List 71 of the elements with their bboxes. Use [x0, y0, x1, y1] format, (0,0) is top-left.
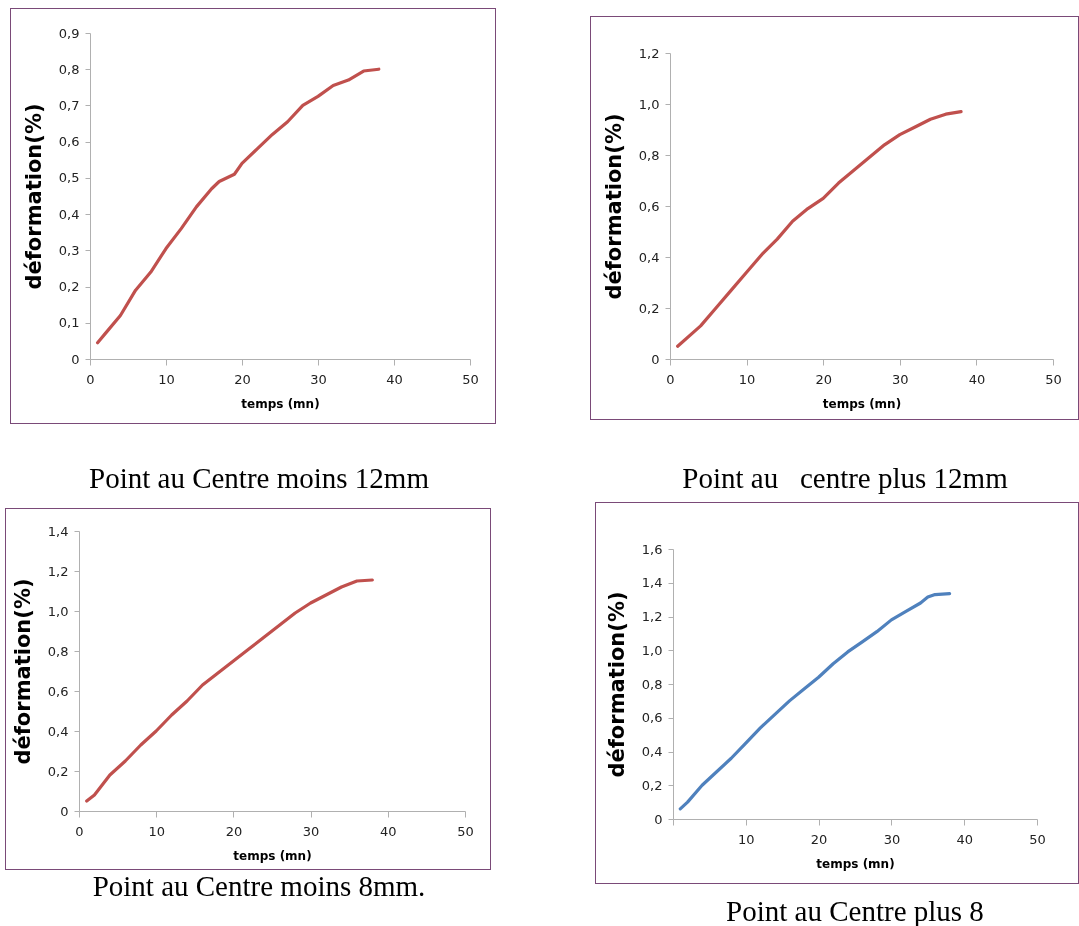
y-tick-label: 1,0 [641, 642, 663, 658]
y-tick-label: 0,1 [58, 315, 80, 331]
x-tick-label: 20 [810, 831, 828, 847]
x-tick-label: 20 [234, 371, 251, 387]
y-tick-label: 0,8 [47, 643, 69, 659]
x-tick-label: 10 [738, 371, 756, 387]
line-series [96, 67, 381, 345]
y-axis-title: déformation(%) [21, 103, 46, 290]
x-tick-label: 10 [158, 371, 175, 387]
y-tick-label: 0,4 [638, 249, 660, 265]
y-tick-label: 0 [71, 351, 80, 367]
x-tick-label: 10 [148, 823, 165, 839]
text: Point au Centre moins 12mm [89, 462, 429, 495]
x-tick-label: 40 [956, 831, 973, 847]
x-tick-label: 40 [380, 823, 397, 839]
y-axis-title: déformation(%) [601, 113, 626, 300]
x-tick-label: 30 [892, 371, 909, 387]
y-tick-label: 0,8 [641, 676, 663, 692]
y-tick-label: 0,6 [58, 134, 80, 150]
x-tick-label: 50 [462, 371, 479, 387]
y-tick-label: 0 [60, 803, 69, 819]
line-series [85, 578, 374, 803]
y-tick-label: 1,2 [47, 563, 69, 579]
y-tick-label: 0,5 [58, 170, 80, 186]
x-tick-label: 50 [1045, 371, 1062, 387]
x-axis-title: temps (mn) [822, 396, 902, 411]
x-tick-label: 20 [225, 823, 243, 839]
y-tick-label: 1,4 [641, 575, 663, 591]
x-axis-title: temps (mn) [816, 856, 895, 871]
y-tick-label: 0,7 [58, 97, 80, 113]
y-tick-label: 1,0 [638, 96, 660, 112]
y-tick-label: 0,2 [47, 763, 69, 779]
y-tick-label: 1,2 [638, 45, 660, 61]
x-tick-label: 30 [310, 371, 327, 387]
x-tick-label: 30 [302, 823, 320, 839]
x-tick-label: 0 [86, 371, 95, 387]
y-tick-label: 1,2 [641, 609, 663, 624]
x-tick-label: 30 [883, 831, 901, 847]
line-series [678, 592, 952, 811]
x-tick-label: 20 [815, 371, 832, 387]
x-tick-label: 40 [386, 371, 403, 387]
y-tick-label: 1,0 [47, 603, 69, 619]
x-tick-label: 40 [968, 371, 986, 387]
y-tick-label: 0,3 [58, 242, 80, 258]
y-axis-title: déformation(%) [10, 578, 35, 765]
x-tick-label: 50 [457, 823, 474, 839]
y-tick-label: 0,8 [638, 147, 660, 163]
text: Point au centre plus 12mm [682, 462, 1008, 495]
y-tick-label: 0,8 [58, 61, 80, 77]
y-tick-label: 0 [654, 811, 663, 827]
y-axis-title: déformation(%) [604, 591, 629, 778]
y-tick-label: 0,4 [47, 723, 69, 739]
x-tick-label: 0 [666, 371, 675, 387]
x-axis-title: temps (mn) [241, 396, 320, 411]
y-tick-label: 0,2 [58, 279, 80, 295]
line-series [676, 110, 963, 348]
y-tick-label: 0 [651, 351, 660, 367]
x-tick-label: 50 [1029, 831, 1046, 847]
y-tick-label: 0,4 [641, 744, 663, 759]
x-axis-title: temps (mn) [233, 848, 312, 863]
y-tick-label: 1,6 [641, 541, 663, 557]
y-tick-label: 0,2 [638, 300, 660, 316]
y-tick-label: 0,4 [58, 206, 80, 222]
y-tick-label: 0,6 [638, 198, 660, 214]
y-tick-label: 1,4 [47, 523, 69, 539]
y-tick-label: 0,6 [641, 710, 663, 726]
y-tick-label: 0,2 [641, 777, 663, 793]
y-tick-label: 0,6 [47, 683, 69, 699]
x-tick-label: 10 [738, 831, 755, 847]
text: Point au Centre moins 8mm. [92, 870, 426, 903]
y-tick-label: 0,9 [58, 25, 80, 41]
